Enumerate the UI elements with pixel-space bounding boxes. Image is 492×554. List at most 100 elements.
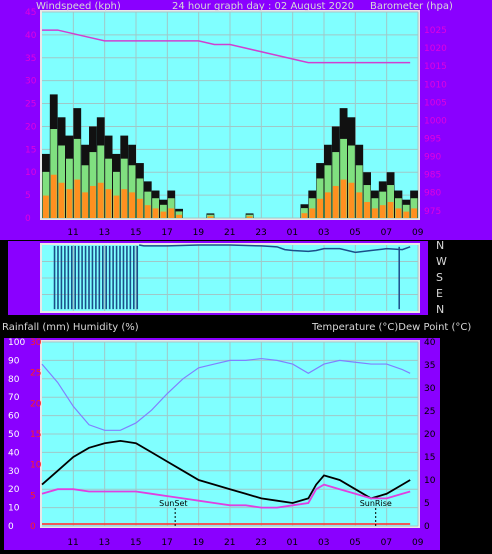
wind-min-bar	[160, 211, 167, 218]
wind-avg-bar	[324, 165, 332, 218]
wind-avg-bar	[66, 158, 73, 218]
wind-avg-bar	[363, 185, 371, 218]
humidity-tick-label: 50	[8, 430, 20, 440]
x-tick-label: 17	[161, 228, 172, 238]
y-right-tick-label: 1025	[424, 26, 447, 36]
y-right-tick-label: 1010	[424, 80, 447, 90]
x-tick-label: 03	[318, 228, 329, 238]
wind-min-bar	[379, 205, 386, 218]
series-line	[41, 357, 411, 431]
annotation-label: SunRise	[360, 499, 392, 508]
x-tick-label: 17	[161, 538, 172, 548]
wind-min-bar	[309, 208, 316, 218]
direction-label: W	[436, 255, 447, 268]
annotation-label: SunSet	[159, 499, 187, 508]
wind-min-bar	[66, 189, 73, 218]
wind-min-bar	[113, 195, 120, 218]
wind-avg-bar	[50, 129, 58, 218]
x-tick-label: 15	[130, 538, 141, 548]
wind-avg-bar	[152, 198, 159, 218]
humidity-tick-label: 40	[8, 448, 20, 458]
humidity-tick-label: 10	[8, 504, 20, 514]
wind-avg-bar	[97, 145, 105, 218]
x-tick-label: 21	[224, 228, 235, 238]
y-left-tick-label: 35	[25, 54, 36, 64]
wind-min-bar	[364, 201, 370, 218]
wind-avg-bar	[207, 214, 214, 218]
panel3-series: SunSet SunRise	[41, 357, 411, 526]
y-left-tick-label: 0	[25, 214, 31, 224]
wind-min-bar	[58, 182, 65, 218]
wind-min-bar	[356, 192, 363, 218]
temperature-tick-label: 25	[424, 407, 435, 417]
y-right-tick-label: 1000	[424, 116, 447, 126]
wind-avg-bar	[316, 178, 324, 218]
wind-avg-bar	[73, 138, 81, 218]
wind-min-bar	[121, 189, 128, 218]
x-tick-label: 13	[99, 538, 110, 548]
temperature-tick-label: 30	[424, 384, 436, 394]
panel3-ticks: 11 13 15 17 19 21 23 01 03 05 07 090102030405060708…	[8, 338, 436, 548]
wind-avg-bar	[308, 198, 316, 218]
x-tick-label: 21	[224, 538, 235, 548]
series-line	[41, 483, 411, 509]
wind-min-bar	[152, 208, 159, 218]
y-left-tick-label: 5	[25, 191, 31, 201]
humidity-tick-label: 70	[8, 393, 20, 403]
wind-avg-bar	[175, 211, 183, 218]
wind-avg-bar	[395, 198, 402, 218]
temperature-axis-label: Temperature (°C)Dew Point (°C)	[311, 322, 471, 333]
y-right-tick-label: 985	[424, 171, 441, 181]
wind-min-bar	[97, 182, 104, 218]
y-left-tick-label: 25	[25, 100, 36, 110]
humidity-tick-label: 90	[8, 356, 20, 366]
y-right-tick-label: 990	[424, 153, 441, 163]
wind-direction-line	[138, 244, 411, 254]
panel3-grid	[42, 341, 419, 527]
humidity-tick-label: 80	[8, 375, 20, 385]
temperature-tick-label: 20	[424, 430, 436, 440]
wind-min-bar	[129, 192, 135, 218]
wind-avg-bar	[105, 158, 112, 218]
wind-avg-bar	[81, 165, 89, 218]
y-left-tick-label: 20	[25, 122, 37, 132]
windspeed-axis-label: Windspeed (kph)	[36, 1, 121, 12]
x-tick-label: 15	[130, 228, 141, 238]
barometer-axis-label: Barometer (hpa)	[370, 1, 453, 12]
temperature-tick-label: 40	[424, 338, 436, 348]
x-tick-label: 19	[193, 228, 205, 238]
wind-avg-bar	[301, 208, 308, 218]
wind-min-bar	[176, 214, 182, 218]
wind-min-bar	[340, 179, 347, 218]
temperature-tick-label: 15	[424, 453, 435, 463]
y-right-tick-label: 1015	[424, 62, 447, 72]
wind-min-bar	[372, 208, 378, 218]
y-right-tick-label: 980	[424, 189, 441, 199]
temperature-tick-label: 35	[424, 361, 435, 371]
direction-label: N	[436, 303, 444, 316]
rain-tick-label: 0	[30, 522, 36, 532]
y-left-tick-label: 10	[25, 168, 37, 178]
rain-tick-label: 10	[30, 461, 42, 471]
humidity-tick-label: 30	[8, 467, 20, 477]
wind-min-bar	[207, 216, 214, 218]
wind-avg-bar	[128, 165, 136, 218]
wind-min-bar	[332, 185, 339, 218]
panel2-grid	[42, 245, 419, 311]
wind-min-bar	[403, 211, 410, 218]
panel1-series	[42, 29, 418, 218]
wind-avg-bar	[332, 152, 340, 218]
rain-tick-label: 15	[30, 430, 41, 440]
y-left-tick-label: 30	[25, 77, 37, 87]
wind-avg-bar	[348, 145, 355, 218]
y-right-tick-label: 975	[424, 207, 441, 217]
humidity-tick-label: 100	[8, 338, 25, 348]
wind-min-bar	[301, 213, 308, 218]
wind-avg-bar	[58, 145, 65, 218]
x-tick-label: 13	[99, 228, 110, 238]
x-tick-label: 23	[255, 538, 266, 548]
x-tick-label: 01	[287, 228, 298, 238]
x-tick-label: 05	[349, 228, 360, 238]
